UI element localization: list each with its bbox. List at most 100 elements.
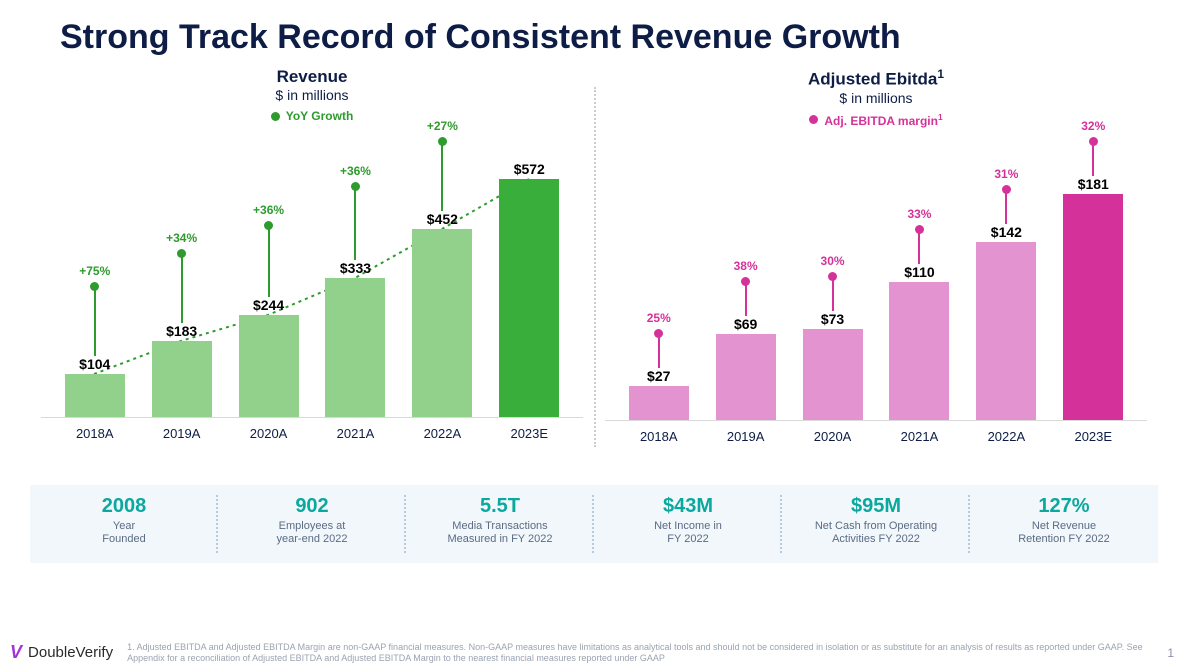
ebitda-legend: Adj. EBITDA margin1 [809,112,942,128]
ebitda-legend-dot [809,115,818,124]
revenue-chart-subtitle: $ in millions [41,87,582,103]
ebitda-x-axis: 2018A2019A2020A2021A2022A2023E [605,421,1146,444]
bar-value-label: $183 [166,323,197,339]
bar-column: 33%$110 [889,282,949,420]
bar-value-label: $452 [427,211,458,227]
bar-value-label: $73 [821,311,844,327]
x-axis-label: 2021A [889,429,949,444]
yoy-growth-lollipop-label: +36% [253,203,284,217]
charts-divider [594,87,596,447]
stat-cell: 902Employees atyear-end 2022 [218,485,406,563]
ebitda-margin-lollipop-dot [741,277,750,286]
bar-value-label: $572 [514,161,545,177]
yoy-growth-lollipop: +34% [181,253,183,323]
revenue-chart-title: Revenue [41,67,582,87]
x-axis-label: 2023E [499,426,559,441]
bar-column: +36%$244 [239,315,299,417]
yoy-growth-lollipop: +36% [354,186,356,260]
page-number: 1 [1167,646,1174,660]
bar [803,329,863,420]
bar [239,315,299,417]
yoy-growth-lollipop-dot [264,221,273,230]
yoy-growth-lollipop-label: +75% [79,264,110,278]
stat-label: Net RevenueRetention FY 2022 [976,520,1152,546]
yoy-growth-lollipop-label: +36% [340,164,371,178]
stat-label: Net Income inFY 2022 [600,520,776,546]
bar-value-label: $69 [734,316,757,332]
bar [976,242,1036,420]
stat-cell: 127%Net RevenueRetention FY 2022 [970,485,1158,563]
stat-value: $95M [788,495,964,518]
ebitda-margin-lollipop-label: 30% [821,254,845,268]
bar-column: 31%$142 [976,242,1036,420]
stat-cell: 2008YearFounded [30,485,218,563]
bar-column: 38%$69 [716,334,776,420]
yoy-growth-lollipop-dot [90,282,99,291]
x-axis-label: 2022A [412,426,472,441]
ebitda-margin-lollipop: 32% [1092,141,1094,176]
ebitda-margin-lollipop-label: 38% [734,259,758,273]
yoy-growth-lollipop: +75% [94,286,96,356]
ebitda-margin-lollipop: 30% [832,276,834,311]
ebitda-margin-lollipop: 31% [1005,189,1007,224]
bar [889,282,949,420]
logo-mark-icon: V [10,642,22,663]
x-axis-label: 2021A [325,426,385,441]
bar-value-label: $142 [991,224,1022,240]
stat-label: Media TransactionsMeasured in FY 2022 [412,520,588,546]
bar-value-label: $104 [79,356,110,372]
bar [152,341,212,417]
x-axis-label: 2022A [976,429,1036,444]
stat-cell: $95MNet Cash from OperatingActivities FY… [782,485,970,563]
stat-value: $43M [600,495,776,518]
stat-value: 5.5T [412,495,588,518]
revenue-legend-label: YoY Growth [286,109,354,123]
logo-text: DoubleVerify [28,644,113,661]
x-axis-label: 2018A [629,429,689,444]
bar-value-label: $333 [340,260,371,276]
ebitda-margin-lollipop: 33% [918,229,920,264]
ebitda-margin-lollipop-dot [828,272,837,281]
bar [1063,194,1123,420]
ebitda-margin-lollipop-label: 25% [647,311,671,325]
yoy-growth-lollipop: +36% [268,225,270,297]
revenue-legend-dot [271,112,280,121]
yoy-growth-lollipop-dot [177,249,186,258]
stat-cell: $43MNet Income inFY 2022 [594,485,782,563]
yoy-growth-lollipop-dot [351,182,360,191]
ebitda-bars-area: 25%$2738%$6930%$7333%$11031%$14232%$181 [605,141,1146,421]
ebitda-margin-lollipop-label: 33% [907,207,931,221]
bar [629,386,689,420]
yoy-growth-lollipop-dot [438,137,447,146]
x-axis-label: 2020A [239,426,299,441]
bar-column: +34%$183 [152,341,212,417]
bar-value-label: $27 [647,368,670,384]
stat-value: 902 [224,495,400,518]
bar-value-label: $244 [253,297,284,313]
bar [65,374,125,417]
bar [325,278,385,417]
x-axis-label: 2023E [1063,429,1123,444]
stat-value: 127% [976,495,1152,518]
ebitda-margin-lollipop-label: 31% [994,167,1018,181]
revenue-x-axis: 2018A 2019A 2020A 2021A 2022A 2023E [41,418,582,441]
footnote-text: 1. Adjusted EBITDA and Adjusted EBITDA M… [127,642,1153,665]
bar-column: +27%$452 [412,229,472,417]
revenue-bars-area: +75%$104+34%$183+36%$244+36%$333+27%$452… [41,138,582,418]
yoy-growth-lollipop-label: +27% [427,119,458,133]
x-axis-label: 2018A [65,426,125,441]
ebitda-margin-lollipop: 25% [658,333,660,368]
bar-column: $572 [499,179,559,417]
stat-cell: 5.5TMedia TransactionsMeasured in FY 202… [406,485,594,563]
ebitda-chart-subtitle: $ in millions [605,90,1146,106]
bar-column: +75%$104 [65,374,125,417]
x-axis-label: 2019A [152,426,212,441]
stat-value: 2008 [36,495,212,518]
bar [716,334,776,420]
charts-row: Revenue $ in millions YoY Growth +75%$10… [0,57,1188,457]
ebitda-chart-title: Adjusted Ebitda1 [605,67,1146,90]
bar-column: +36%$333 [325,278,385,417]
ebitda-margin-lollipop-label: 32% [1081,119,1105,133]
ebitda-margin-lollipop-dot [915,225,924,234]
bar-column: 25%$27 [629,386,689,420]
